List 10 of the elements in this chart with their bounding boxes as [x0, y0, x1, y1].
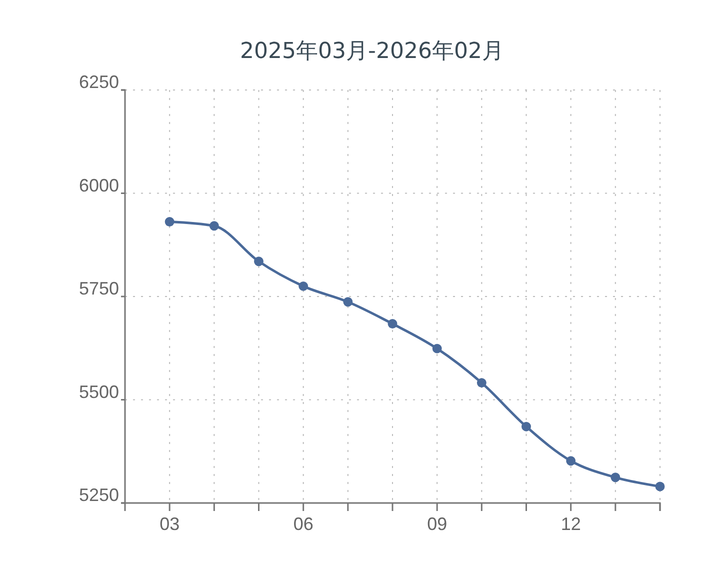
x-tick-label: 09 — [427, 514, 448, 534]
y-tick-label: 6250 — [78, 72, 119, 92]
x-tick-label: 06 — [293, 514, 314, 534]
y-tick-label: 6000 — [78, 175, 119, 196]
y-tick-label: 5750 — [78, 278, 119, 299]
chart-title: 2025年03月-2026年02月 — [240, 39, 504, 64]
x-tick-label: 03 — [160, 514, 180, 534]
x-tick-label: 12 — [560, 514, 581, 534]
y-tick-label: 5250 — [78, 485, 119, 506]
y-tick-label: 5500 — [78, 382, 119, 402]
